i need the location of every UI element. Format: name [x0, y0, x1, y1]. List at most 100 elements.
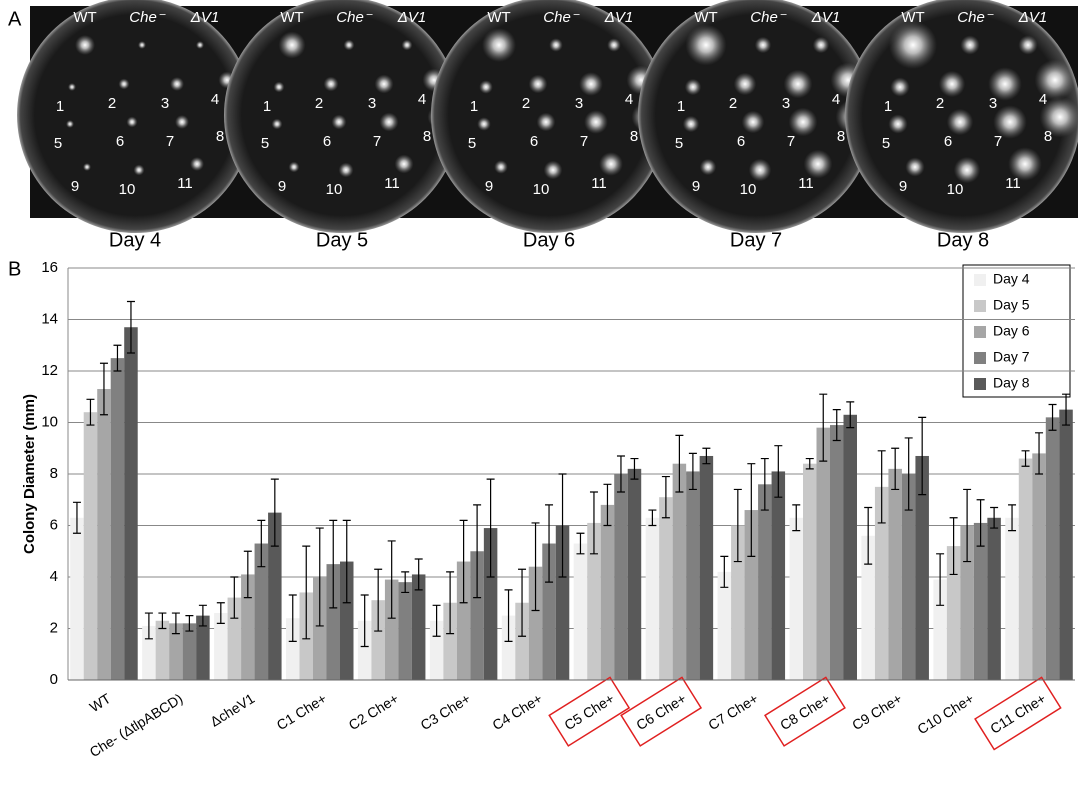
colony	[274, 82, 285, 93]
strain-label: WT	[694, 9, 717, 26]
colony-label: 5	[54, 135, 62, 152]
bar	[1032, 453, 1046, 680]
bar	[1019, 459, 1032, 680]
colony-label: 3	[368, 95, 376, 112]
y-tick-label: 2	[50, 619, 58, 636]
legend-swatch	[974, 300, 986, 312]
colony-label: 3	[782, 95, 790, 112]
colony	[134, 165, 145, 176]
colony-label: 11	[591, 175, 607, 192]
x-tick-group: C8 Che+	[765, 677, 845, 746]
colony-label: 10	[533, 181, 550, 198]
strain-label: Che⁻	[957, 9, 994, 26]
x-tick-label: C9 Che+	[849, 690, 905, 733]
colony	[529, 75, 548, 94]
colony-label: 10	[947, 181, 964, 198]
x-tick-group: C1 Che+	[274, 690, 330, 733]
x-tick-group: C11 Che+	[975, 677, 1061, 749]
strain-label: ΔV1	[1018, 9, 1047, 26]
colony	[196, 41, 204, 49]
x-tick-group: C2 Che+	[346, 690, 402, 733]
day-label: Day 7	[730, 229, 782, 251]
bar	[183, 623, 197, 680]
colony	[289, 162, 300, 173]
colony	[66, 120, 74, 128]
colony	[549, 38, 563, 52]
bar	[398, 582, 412, 680]
colony-label: 9	[485, 178, 493, 195]
x-tick-group: C10 Che+	[914, 690, 976, 737]
x-tick-label: C8 Che+	[777, 690, 833, 733]
legend-swatch	[974, 378, 986, 390]
petri-dish	[17, 0, 253, 233]
colony	[375, 75, 394, 94]
day-label: Day 6	[523, 229, 575, 251]
x-tick-label: WT	[87, 690, 114, 715]
bar	[817, 428, 831, 680]
colony	[685, 79, 701, 95]
x-tick-label: C4 Che+	[489, 690, 545, 733]
bar	[673, 464, 687, 680]
colony	[175, 115, 189, 129]
bar	[830, 425, 844, 680]
bar	[111, 358, 125, 680]
y-tick-label: 14	[41, 310, 58, 327]
strain-label: ΔV1	[604, 9, 633, 26]
colony	[482, 28, 516, 62]
bar	[124, 327, 138, 680]
y-tick-label: 0	[50, 671, 58, 688]
colony-label: 9	[71, 178, 79, 195]
strain-label: Che⁻	[750, 9, 787, 26]
colony	[119, 79, 130, 90]
colony-label: 7	[580, 133, 588, 150]
colony-label: 3	[161, 95, 169, 112]
colony-label: 10	[119, 181, 136, 198]
bar	[84, 412, 98, 680]
x-tick-label: C3 Che+	[417, 690, 473, 733]
day-label: Day 5	[316, 229, 368, 251]
panel-label: A	[8, 8, 22, 30]
colony	[279, 32, 306, 59]
colony-label: 3	[575, 95, 583, 112]
strain-label: Che⁻	[543, 9, 580, 26]
bar	[659, 497, 673, 680]
colony-label: 7	[787, 133, 795, 150]
x-tick-label: C5 Che+	[561, 690, 617, 733]
colony	[607, 38, 621, 52]
colony	[888, 114, 907, 133]
colony-label: 9	[899, 178, 907, 195]
x-tick-group: C6 Che+	[621, 677, 701, 746]
colony-label: 10	[326, 181, 343, 198]
colony-label: 8	[216, 128, 224, 145]
bar	[1059, 410, 1073, 680]
bar	[97, 389, 111, 680]
colony-label: 1	[884, 98, 892, 115]
colony	[890, 77, 909, 96]
colony	[380, 113, 399, 132]
colony	[939, 71, 965, 97]
strain-label: WT	[901, 9, 924, 26]
colony	[402, 40, 413, 51]
y-axis-label: Colony Diameter (mm)	[21, 394, 38, 554]
figure: A B Colony Diameter (mm) WTChe⁻ΔV1123456…	[0, 0, 1078, 796]
bar	[1046, 417, 1060, 680]
legend-label: Day 6	[993, 323, 1030, 339]
colony-label: 8	[630, 128, 638, 145]
bar	[772, 471, 786, 680]
colony-label: 11	[1005, 175, 1021, 192]
colony	[905, 157, 924, 176]
colony	[734, 73, 757, 96]
colony	[479, 80, 493, 94]
x-tick-label: C2 Che+	[346, 690, 402, 733]
bar	[646, 518, 660, 680]
colony	[190, 157, 204, 171]
colony	[75, 35, 95, 55]
colony	[947, 109, 973, 135]
y-tick-label: 10	[41, 413, 58, 430]
colony-label: 4	[211, 91, 219, 108]
colony-label: 7	[994, 133, 1002, 150]
bar	[1005, 518, 1019, 680]
colony	[755, 37, 771, 53]
colony	[494, 160, 508, 174]
bar	[888, 469, 902, 680]
